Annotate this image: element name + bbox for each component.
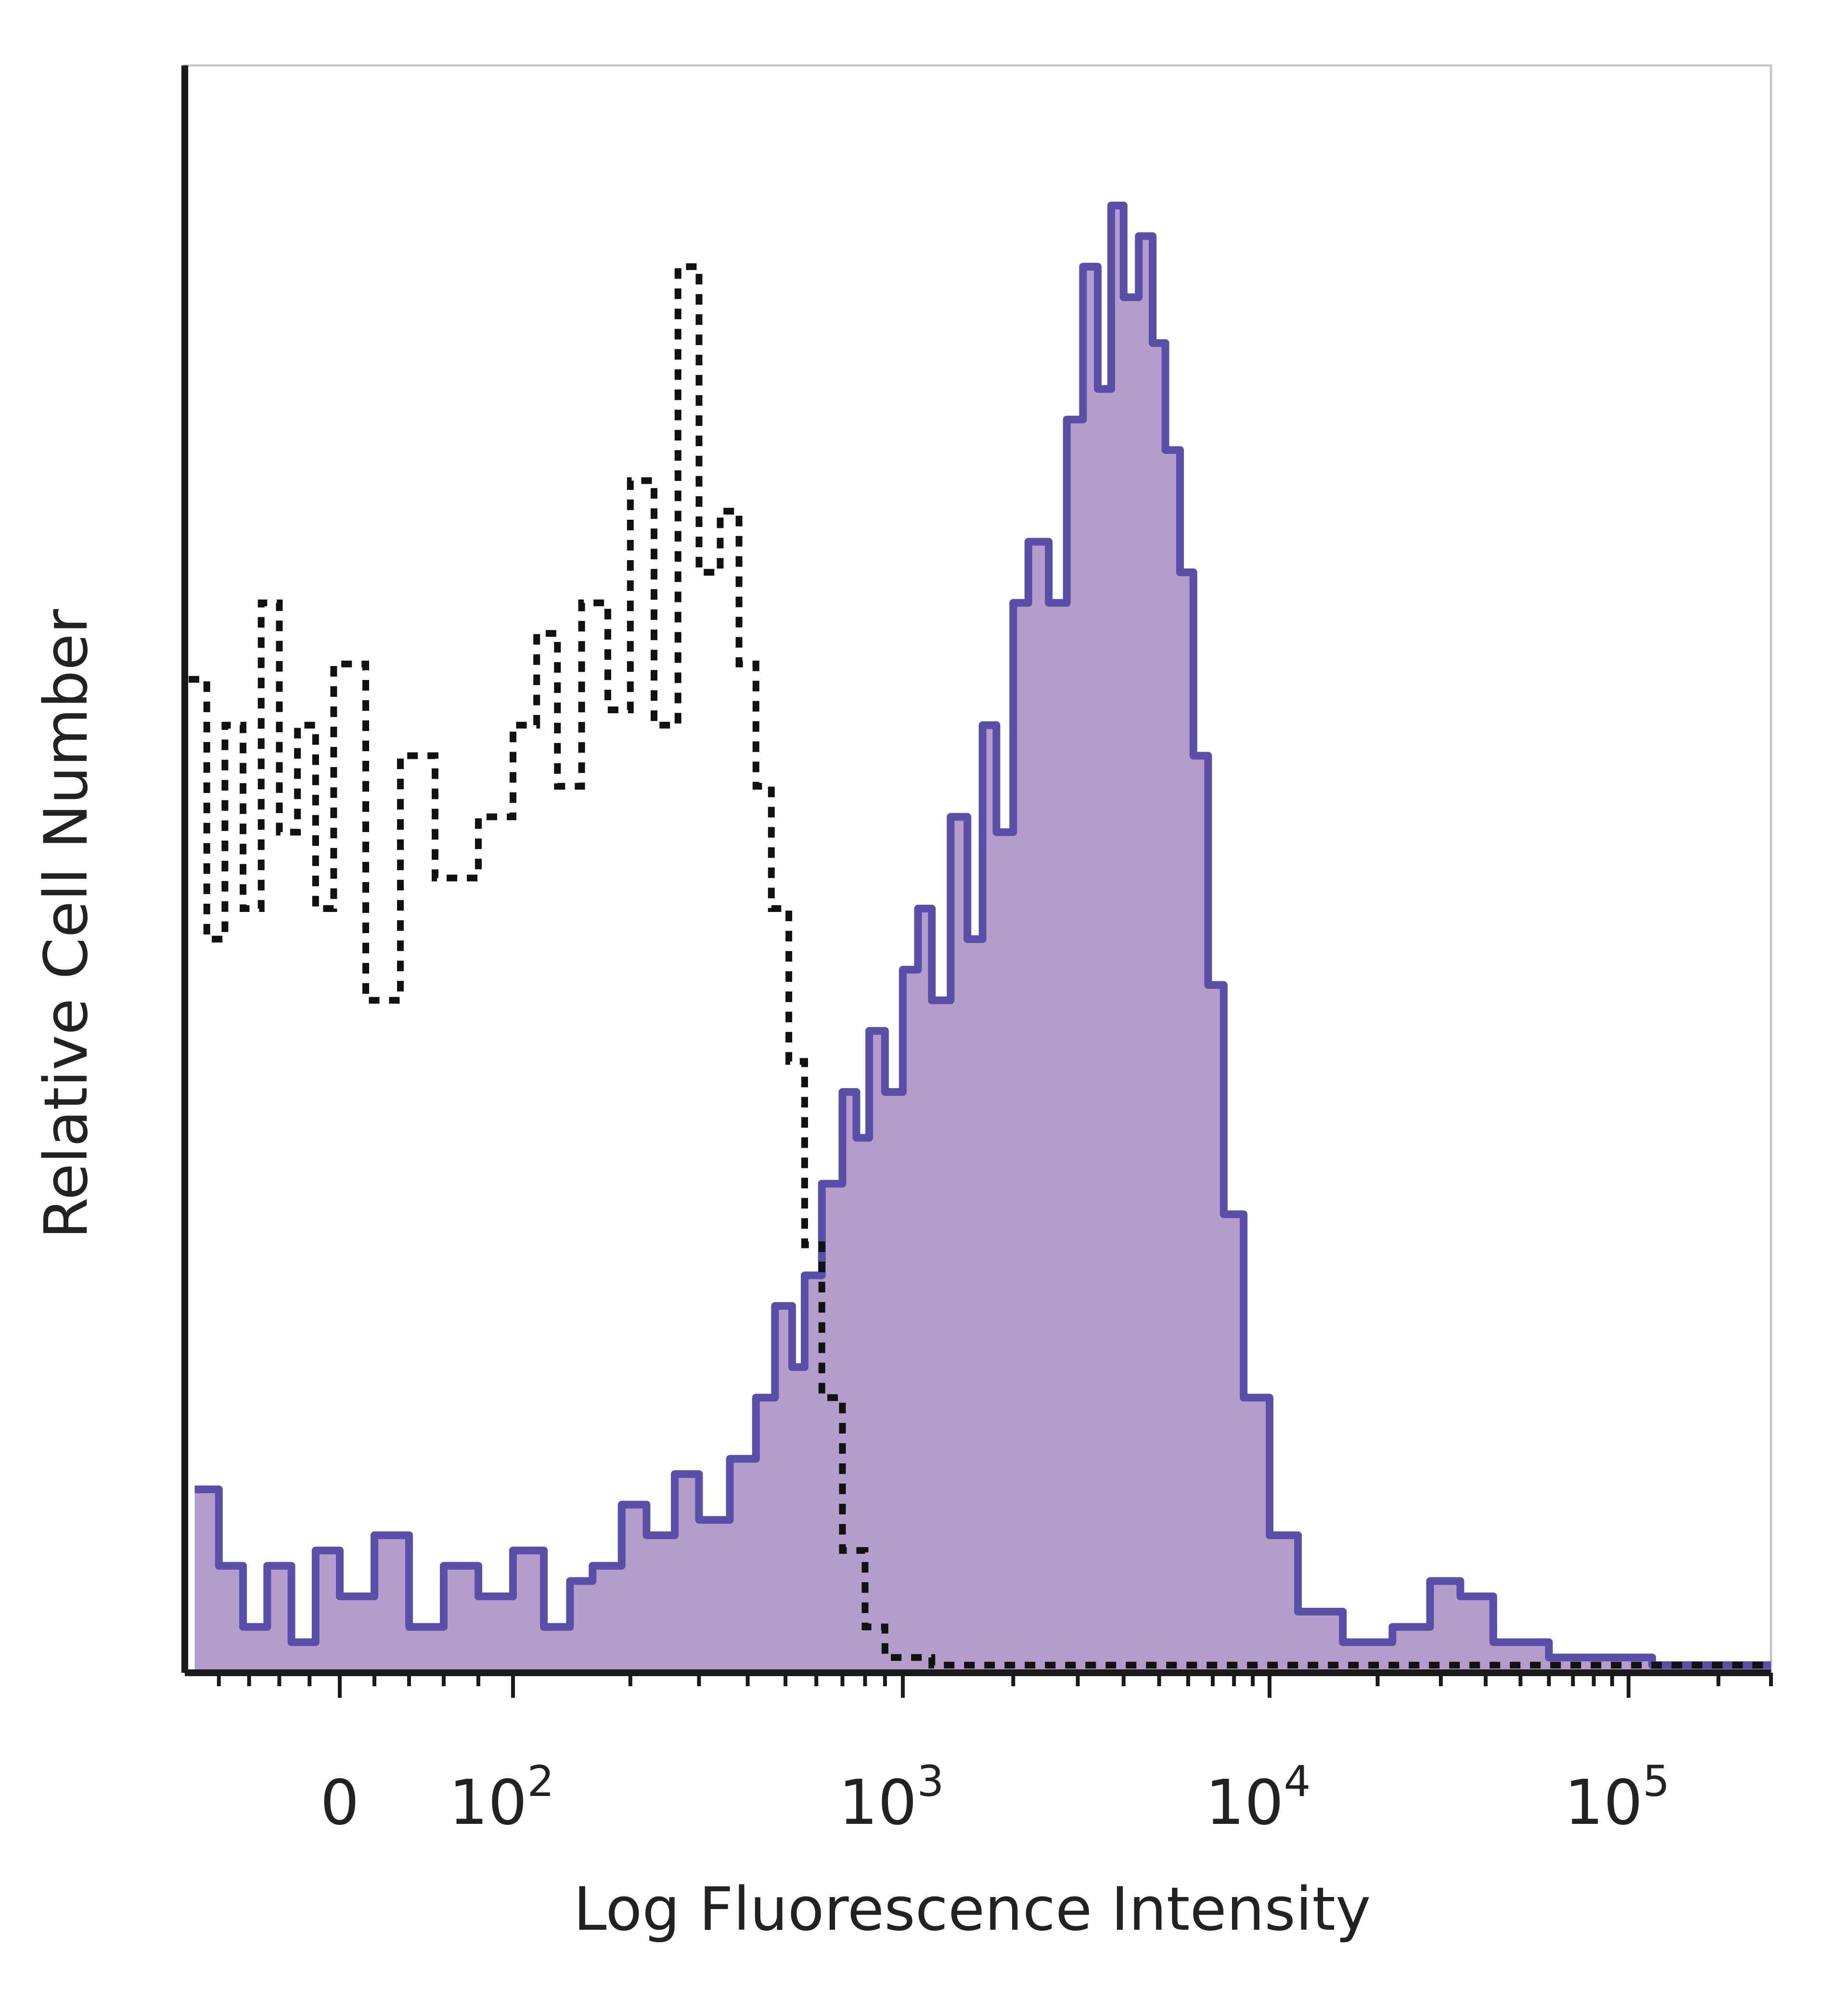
x-tick-label-0: 0 xyxy=(320,1767,359,1839)
series-outline-0 xyxy=(194,202,1771,1669)
x-tick-label-2: 103 xyxy=(839,1756,944,1839)
y-axis-label: Relative Cell Number xyxy=(32,609,101,1239)
x-tick-label-1: 102 xyxy=(449,1756,554,1839)
x-tick-label-3: 104 xyxy=(1206,1756,1311,1839)
series-dashed-1 xyxy=(189,263,1771,1669)
x-axis-label: Log Fluorescence Intensity xyxy=(574,1875,1371,1944)
x-tick-label-4: 105 xyxy=(1565,1756,1670,1839)
series-layer xyxy=(189,202,1771,1673)
x-ticks: 0 102 103 104 105 xyxy=(217,1673,1773,1839)
